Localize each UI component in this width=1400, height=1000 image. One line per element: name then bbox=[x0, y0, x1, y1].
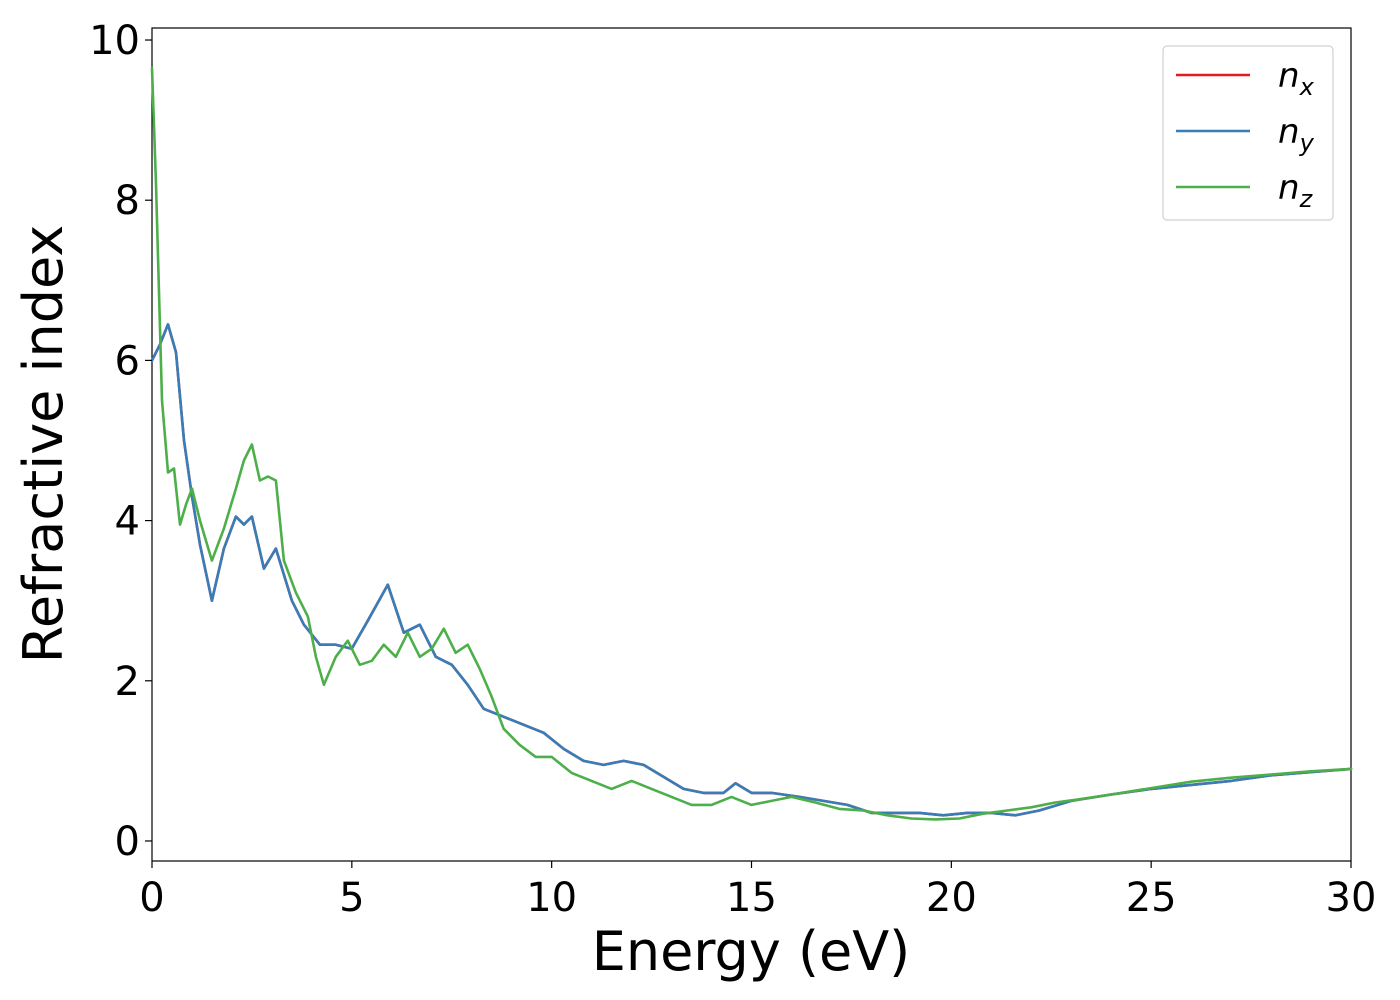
x-tick-label: 20 bbox=[926, 875, 977, 921]
y-axis-label: Refractive index bbox=[12, 225, 75, 664]
y-tick-label: 4 bbox=[115, 499, 140, 545]
legend-label-nz: nz bbox=[1278, 168, 1314, 213]
series-line-nz bbox=[150, 66, 1353, 821]
y-tick-label: 0 bbox=[115, 819, 140, 865]
y-tick-label: 6 bbox=[115, 338, 140, 384]
x-tick-label: 25 bbox=[1126, 875, 1177, 921]
x-tick-label: 30 bbox=[1326, 875, 1377, 921]
plot-frame bbox=[151, 27, 1352, 862]
x-axis-label: Energy (eV) bbox=[592, 920, 911, 983]
x-tick-label: 10 bbox=[526, 875, 577, 921]
y-axis: 0 2 4 6 8 10 bbox=[89, 18, 152, 865]
legend-label-ny: ny bbox=[1278, 112, 1315, 157]
legend-label-nx: nx bbox=[1278, 56, 1315, 101]
x-tick-label: 0 bbox=[139, 875, 164, 921]
y-tick-label: 8 bbox=[115, 178, 140, 224]
legend: nx ny nz bbox=[1162, 45, 1334, 221]
x-axis: 0 5 10 15 20 25 30 bbox=[139, 861, 1376, 921]
x-tick-label: 15 bbox=[726, 875, 777, 921]
y-tick-label: 2 bbox=[115, 659, 140, 705]
series-layer bbox=[150, 66, 1353, 821]
x-tick-label: 5 bbox=[339, 875, 364, 921]
y-tick-label: 10 bbox=[89, 18, 140, 64]
legend-box bbox=[1162, 45, 1334, 221]
